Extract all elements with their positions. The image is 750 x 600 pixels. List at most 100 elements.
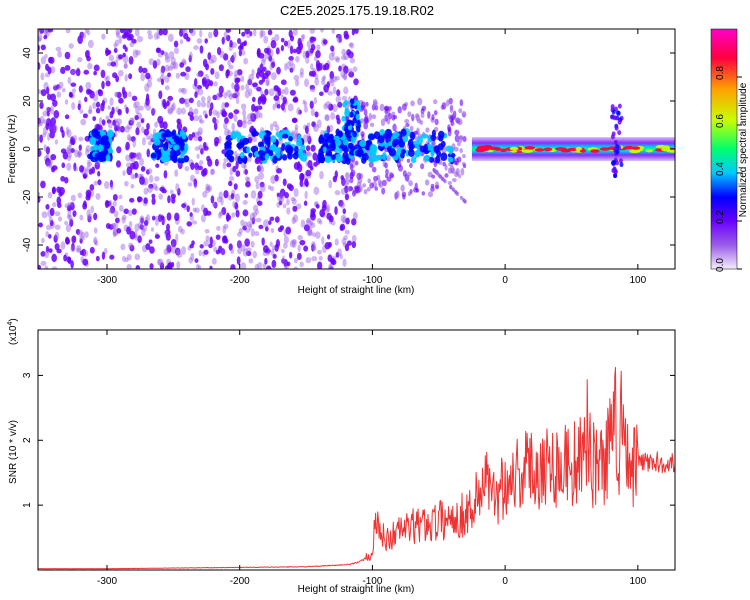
spectrogram-cell	[222, 161, 227, 170]
spectrogram-cell	[427, 191, 434, 198]
spectrogram-cell	[276, 192, 281, 198]
spectrogram-cell	[222, 53, 229, 61]
spectrogram-cell	[237, 119, 243, 128]
spectrogram-cell	[135, 265, 141, 269]
spectrogram-cell	[179, 62, 185, 68]
spectrogram-cell	[89, 246, 95, 254]
spectrogram-cell	[221, 248, 226, 256]
spectrogram-cell	[188, 97, 194, 104]
spectrogram-cell	[359, 139, 367, 148]
spectrogram-cell	[134, 172, 138, 179]
spectrogram-cell	[258, 52, 265, 59]
spectrogram-cell	[180, 142, 186, 151]
spectrogram-cell	[224, 117, 229, 124]
spectrogram-cell	[143, 219, 149, 226]
spectrogram-cell	[167, 72, 171, 78]
spectrogram-cell	[257, 261, 263, 269]
spectrogram-cell	[280, 79, 287, 86]
spectrogram-cell	[300, 173, 304, 181]
spectrogram-cell	[291, 63, 296, 71]
spectrogram-cell	[121, 86, 126, 95]
spectrogram-cell	[49, 131, 55, 139]
spectrogram-cell	[200, 96, 206, 103]
spectrogram-cell	[293, 188, 299, 197]
spectrogram-cell	[311, 121, 316, 128]
spectrogram-cell	[181, 29, 186, 33]
spectrogram-cell	[243, 163, 247, 170]
spectrogram-cell	[180, 158, 185, 164]
spectrogram-cell	[215, 92, 221, 101]
spectrogram-cell	[238, 227, 243, 234]
spectrogram-cell	[184, 166, 190, 172]
spectrogram-cell	[170, 56, 176, 66]
spectrogram-cell	[115, 120, 120, 128]
spectrogram-cell	[167, 65, 174, 72]
spectrogram-cell	[285, 226, 292, 235]
spectrogram-cell	[223, 91, 228, 99]
spectrogram-cell	[337, 248, 342, 256]
spectrogram-cell	[42, 132, 47, 138]
spectrogram-cell	[54, 243, 60, 251]
spectrogram-cell	[163, 248, 169, 256]
spectrogram-cell	[94, 240, 99, 246]
spectrogram-cell	[304, 125, 309, 134]
spectrogram-cell	[167, 262, 173, 269]
spectrogram-cell	[342, 177, 347, 186]
colorbar-tick-label: 0.6	[715, 114, 726, 128]
spectrogram-cell	[70, 82, 77, 87]
spectrogram-cell	[159, 262, 165, 269]
spectrogram-cell	[265, 77, 270, 86]
spectrogram-cell	[319, 209, 326, 218]
spectrogram-cell	[171, 242, 175, 248]
spectrogram-cell	[189, 243, 194, 249]
spectrogram-cell	[181, 107, 186, 115]
spectrogram-cell	[184, 98, 190, 105]
spectrogram-cell	[105, 141, 111, 149]
spectrogram-cell	[421, 105, 427, 112]
spectrogram-cell	[451, 177, 457, 183]
spectrogram-cell	[49, 124, 54, 133]
spectrogram-cell	[224, 238, 229, 244]
spectrogram-cell	[77, 35, 83, 45]
spectrogram-cell	[590, 149, 600, 153]
spectrogram-cell	[617, 130, 622, 136]
spectrogram-cell	[331, 29, 335, 35]
spectrogram-cell	[105, 223, 111, 230]
spectrogram-cell	[324, 113, 330, 122]
spectrogram-cell	[148, 183, 154, 189]
spectrogram-cell	[208, 59, 215, 65]
spectrogram-cell	[280, 44, 285, 52]
spectrogram-cell	[93, 180, 98, 186]
spectrogram-cell	[284, 144, 293, 154]
spectrogram-cell	[160, 67, 165, 76]
spectrogram-cell	[122, 52, 126, 58]
spectrogram-cell	[323, 133, 331, 139]
spectrogram-cell	[139, 215, 145, 224]
spectrogram-cell	[51, 166, 56, 173]
spectrogram-cell	[293, 74, 300, 81]
spectrogram-cell	[270, 249, 275, 257]
spectrogram-cell	[95, 255, 100, 262]
spectrogram-cell	[335, 251, 340, 258]
spectrogram-cell	[139, 224, 144, 230]
spectrogram-cell	[240, 262, 247, 269]
spectrogram-cell	[185, 102, 190, 108]
spectrogram-cell	[176, 121, 183, 131]
spectrogram-cell	[292, 118, 298, 123]
spectrogram-cell	[109, 254, 115, 260]
spectrogram-cell	[67, 151, 73, 158]
spectrogram-cell	[265, 265, 272, 269]
spectrogram-cell	[183, 155, 190, 163]
spectrogram-cell	[108, 208, 115, 214]
spectrogram-cell	[293, 266, 298, 269]
spectrogram-cell	[328, 215, 334, 223]
spectrogram-cell	[174, 169, 179, 177]
spectrogram-cell	[46, 110, 50, 117]
spectrogram-cell	[245, 181, 251, 188]
spectrogram-x-label: Height of straight line (km)	[298, 285, 415, 296]
spectrogram-cell	[116, 118, 122, 126]
x-tick-label: -100	[362, 576, 382, 587]
spectrogram-cell	[218, 210, 225, 216]
spectrogram-cell	[42, 110, 48, 117]
spectrogram-cell	[140, 166, 146, 172]
